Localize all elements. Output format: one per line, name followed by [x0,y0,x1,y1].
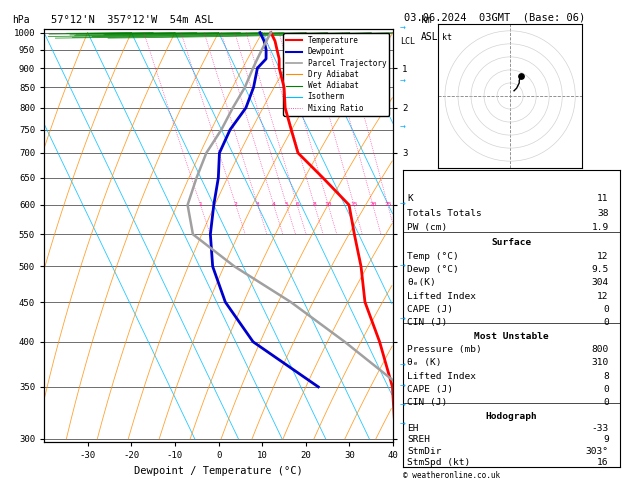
Text: 57°12'N  357°12'W  54m ASL: 57°12'N 357°12'W 54m ASL [51,15,213,25]
Text: 03.06.2024  03GMT  (Base: 06): 03.06.2024 03GMT (Base: 06) [404,12,585,22]
Text: 3: 3 [256,203,260,208]
Text: Temp (°C): Temp (°C) [407,252,459,260]
Text: Surface: Surface [491,238,531,247]
Text: 0: 0 [603,385,609,394]
Text: →: → [399,264,405,270]
Text: LCL: LCL [400,36,415,46]
Text: 1.9: 1.9 [591,224,609,232]
Text: CAPE (J): CAPE (J) [407,305,453,314]
Text: 5: 5 [285,203,289,208]
Text: 25: 25 [384,203,391,208]
Text: EH: EH [407,424,418,433]
Text: Hodograph: Hodograph [485,412,537,421]
Text: 4: 4 [272,203,276,208]
Text: 38: 38 [597,208,609,218]
Text: 0: 0 [603,318,609,327]
Text: CIN (J): CIN (J) [407,399,447,407]
Text: →: → [399,363,405,369]
Text: 2: 2 [234,203,238,208]
Text: 12: 12 [597,292,609,301]
Text: 11: 11 [597,194,609,203]
Text: →: → [399,383,405,389]
Text: 10: 10 [325,203,332,208]
Text: Most Unstable: Most Unstable [474,331,548,341]
Text: 8: 8 [603,372,609,381]
Text: 1: 1 [199,203,203,208]
Text: 8: 8 [313,203,316,208]
Text: →: → [399,403,405,409]
Text: km: km [421,15,433,25]
Text: StmSpd (kt): StmSpd (kt) [407,458,470,467]
Text: 304: 304 [591,278,609,287]
Text: StmDir: StmDir [407,447,442,456]
Text: ASL: ASL [421,32,438,42]
Text: 12: 12 [597,252,609,260]
Text: Lifted Index: Lifted Index [407,292,476,301]
Text: 9: 9 [603,435,609,444]
Point [516,72,526,80]
Text: →: → [399,26,405,32]
Text: Dewp (°C): Dewp (°C) [407,265,459,274]
Text: 303°: 303° [586,447,609,456]
Text: K: K [407,194,413,203]
Text: PW (cm): PW (cm) [407,224,447,232]
Text: 20: 20 [369,203,377,208]
Text: Pressure (mb): Pressure (mb) [407,345,482,354]
Text: →: → [399,79,405,85]
Text: 9.5: 9.5 [591,265,609,274]
Text: →: → [399,125,405,131]
Text: θₑ (K): θₑ (K) [407,358,442,367]
Text: θₑ(K): θₑ(K) [407,278,436,287]
Text: →: → [399,422,405,428]
Text: 310: 310 [591,358,609,367]
Text: 800: 800 [591,345,609,354]
Text: 15: 15 [350,203,358,208]
Text: Lifted Index: Lifted Index [407,372,476,381]
Text: 0: 0 [603,305,609,314]
Text: -33: -33 [591,424,609,433]
Text: Totals Totals: Totals Totals [407,208,482,218]
Text: SREH: SREH [407,435,430,444]
Text: CIN (J): CIN (J) [407,318,447,327]
Text: 0: 0 [603,399,609,407]
Legend: Temperature, Dewpoint, Parcel Trajectory, Dry Adiabat, Wet Adiabat, Isotherm, Mi: Temperature, Dewpoint, Parcel Trajectory… [283,33,389,116]
X-axis label: Dewpoint / Temperature (°C): Dewpoint / Temperature (°C) [134,466,303,476]
Text: kt: kt [442,34,452,42]
Text: →: → [399,317,405,323]
Y-axis label: Mixing Ratio (g/kg): Mixing Ratio (g/kg) [413,185,422,287]
Text: →: → [399,201,405,208]
Text: 16: 16 [597,458,609,467]
Text: hPa: hPa [13,15,30,25]
Text: 6: 6 [296,203,299,208]
Text: © weatheronline.co.uk: © weatheronline.co.uk [403,471,499,480]
Text: CAPE (J): CAPE (J) [407,385,453,394]
